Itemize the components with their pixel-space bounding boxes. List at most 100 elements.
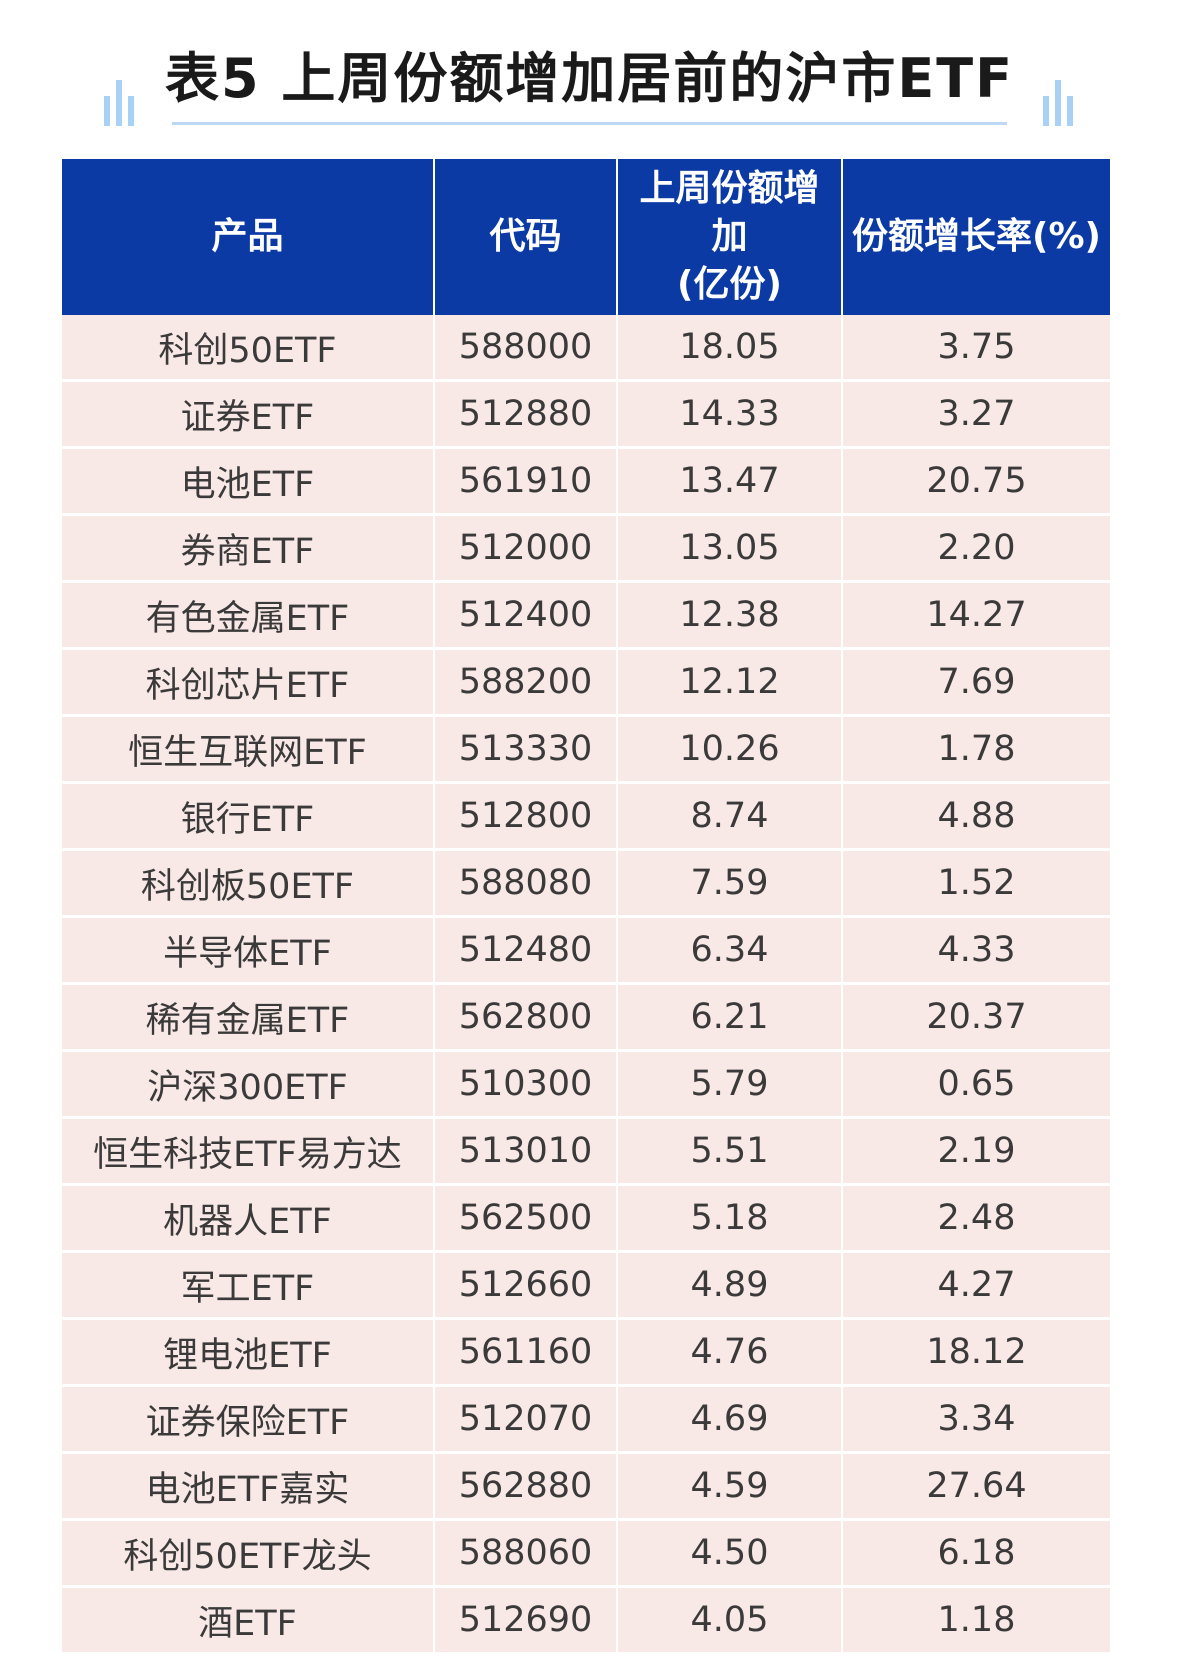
table-row: 证券保险ETF 512070 4.69 3.34 (62, 1385, 1110, 1454)
cell-share-increase: 14.33 (617, 380, 843, 449)
cell-code: 512660 (434, 1251, 618, 1320)
cell-code: 512070 (434, 1385, 618, 1454)
cell-growth-rate: 18.12 (842, 1318, 1110, 1387)
cell-product: 科创50ETF龙头 (62, 1519, 435, 1588)
cell-share-increase: 7.59 (617, 849, 843, 918)
cell-growth-rate: 1.78 (842, 715, 1110, 784)
cell-growth-rate: 20.37 (842, 983, 1110, 1052)
cell-code: 562880 (434, 1452, 618, 1521)
table-row: 银行ETF 512800 8.74 4.88 (62, 782, 1110, 851)
cell-growth-rate: 1.18 (842, 1586, 1110, 1655)
table-row: 稀有金属ETF 562800 6.21 20.37 (62, 983, 1110, 1052)
cell-growth-rate: 7.69 (842, 648, 1110, 717)
table-row: 科创50ETF 588000 18.05 3.75 (62, 315, 1110, 382)
cell-growth-rate: 1.52 (842, 849, 1110, 918)
cell-growth-rate: 4.33 (842, 916, 1110, 985)
cell-share-increase: 5.79 (617, 1050, 843, 1119)
table-row: 锂电池ETF 561160 4.76 18.12 (62, 1318, 1110, 1387)
cell-code: 512000 (434, 514, 618, 583)
cell-share-increase: 5.18 (617, 1184, 843, 1253)
table-row: 酒ETF 512690 4.05 1.18 (62, 1586, 1110, 1655)
cell-growth-rate: 2.19 (842, 1117, 1110, 1186)
cell-growth-rate: 0.65 (842, 1050, 1110, 1119)
cell-share-increase: 4.89 (617, 1251, 843, 1320)
table-row: 恒生互联网ETF 513330 10.26 1.78 (62, 715, 1110, 784)
cell-share-increase: 4.59 (617, 1452, 843, 1521)
cell-share-increase: 4.05 (617, 1586, 843, 1655)
table-row: 有色金属ETF 512400 12.38 14.27 (62, 581, 1110, 650)
cell-code: 588000 (434, 315, 618, 382)
cell-share-increase: 4.69 (617, 1385, 843, 1454)
cell-product: 银行ETF (62, 782, 435, 851)
cell-code: 512400 (434, 581, 618, 650)
cell-product: 证券ETF (62, 380, 435, 449)
table-row: 半导体ETF 512480 6.34 4.33 (62, 916, 1110, 985)
cell-share-increase: 8.74 (617, 782, 843, 851)
title-area: 表5 上周份额增加居前的沪市ETF (0, 0, 1179, 150)
page-title: 表5 上周份额增加居前的沪市ETF (165, 47, 1014, 110)
cell-product: 证券保险ETF (62, 1385, 435, 1454)
cell-product: 机器人ETF (62, 1184, 435, 1253)
title-bar-decoration-icon (104, 80, 138, 126)
table-row: 科创芯片ETF 588200 12.12 7.69 (62, 648, 1110, 717)
cell-share-increase: 5.51 (617, 1117, 843, 1186)
cell-code: 513330 (434, 715, 618, 784)
table-row: 机器人ETF 562500 5.18 2.48 (62, 1184, 1110, 1253)
cell-product: 电池ETF嘉实 (62, 1452, 435, 1521)
table-row: 科创50ETF龙头 588060 4.50 6.18 (62, 1519, 1110, 1588)
cell-growth-rate: 27.64 (842, 1452, 1110, 1521)
cell-product: 电池ETF (62, 447, 435, 516)
cell-share-increase: 13.05 (617, 514, 843, 583)
cell-share-increase: 18.05 (617, 315, 843, 382)
table-row: 军工ETF 512660 4.89 4.27 (62, 1251, 1110, 1320)
title-divider (172, 122, 1007, 125)
cell-growth-rate: 4.88 (842, 782, 1110, 851)
cell-growth-rate: 2.48 (842, 1184, 1110, 1253)
cell-share-increase: 6.34 (617, 916, 843, 985)
table-row: 科创板50ETF 588080 7.59 1.52 (62, 849, 1110, 918)
cell-product: 锂电池ETF (62, 1318, 435, 1387)
cell-growth-rate: 4.27 (842, 1251, 1110, 1320)
table-body: 科创50ETF 588000 18.05 3.75 证券ETF 512880 14.33 3.… (62, 315, 1110, 1655)
cell-product: 科创芯片ETF (62, 648, 435, 717)
cell-code: 562500 (434, 1184, 618, 1253)
cell-growth-rate: 20.75 (842, 447, 1110, 516)
cell-code: 588060 (434, 1519, 618, 1588)
cell-product: 科创板50ETF (62, 849, 435, 918)
cell-code: 512800 (434, 782, 618, 851)
header-code: 代码 (434, 159, 618, 315)
cell-product: 券商ETF (62, 514, 435, 583)
cell-share-increase: 6.21 (617, 983, 843, 1052)
table-header: 产品 代码 上周份额增加 (亿份) 份额增长率(%) (62, 159, 1110, 315)
table-row: 沪深300ETF 510300 5.79 0.65 (62, 1050, 1110, 1119)
header-product: 产品 (62, 159, 435, 315)
cell-code: 510300 (434, 1050, 618, 1119)
cell-product: 军工ETF (62, 1251, 435, 1320)
cell-code: 561910 (434, 447, 618, 516)
cell-share-increase: 12.38 (617, 581, 843, 650)
table-row: 电池ETF 561910 13.47 20.75 (62, 447, 1110, 516)
etf-table: 产品 代码 上周份额增加 (亿份) 份额增长率(%) 科创50ETF 588000 18.0… (62, 159, 1110, 1655)
cell-share-increase: 12.12 (617, 648, 843, 717)
cell-product: 恒生互联网ETF (62, 715, 435, 784)
cell-growth-rate: 3.27 (842, 380, 1110, 449)
cell-product: 有色金属ETF (62, 581, 435, 650)
cell-growth-rate: 3.34 (842, 1385, 1110, 1454)
cell-share-increase: 4.50 (617, 1519, 843, 1588)
cell-growth-rate: 3.75 (842, 315, 1110, 382)
cell-product: 稀有金属ETF (62, 983, 435, 1052)
cell-code: 512690 (434, 1586, 618, 1655)
title-bar-decoration-icon (1043, 80, 1077, 126)
cell-growth-rate: 6.18 (842, 1519, 1110, 1588)
cell-code: 512480 (434, 916, 618, 985)
table-row: 券商ETF 512000 13.05 2.20 (62, 514, 1110, 583)
cell-code: 588080 (434, 849, 618, 918)
header-growth-rate: 份额增长率(%) (842, 159, 1110, 315)
cell-product: 半导体ETF (62, 916, 435, 985)
cell-share-increase: 4.76 (617, 1318, 843, 1387)
cell-growth-rate: 14.27 (842, 581, 1110, 650)
cell-growth-rate: 2.20 (842, 514, 1110, 583)
cell-code: 512880 (434, 380, 618, 449)
cell-share-increase: 13.47 (617, 447, 843, 516)
table-row: 恒生科技ETF易方达 513010 5.51 2.19 (62, 1117, 1110, 1186)
